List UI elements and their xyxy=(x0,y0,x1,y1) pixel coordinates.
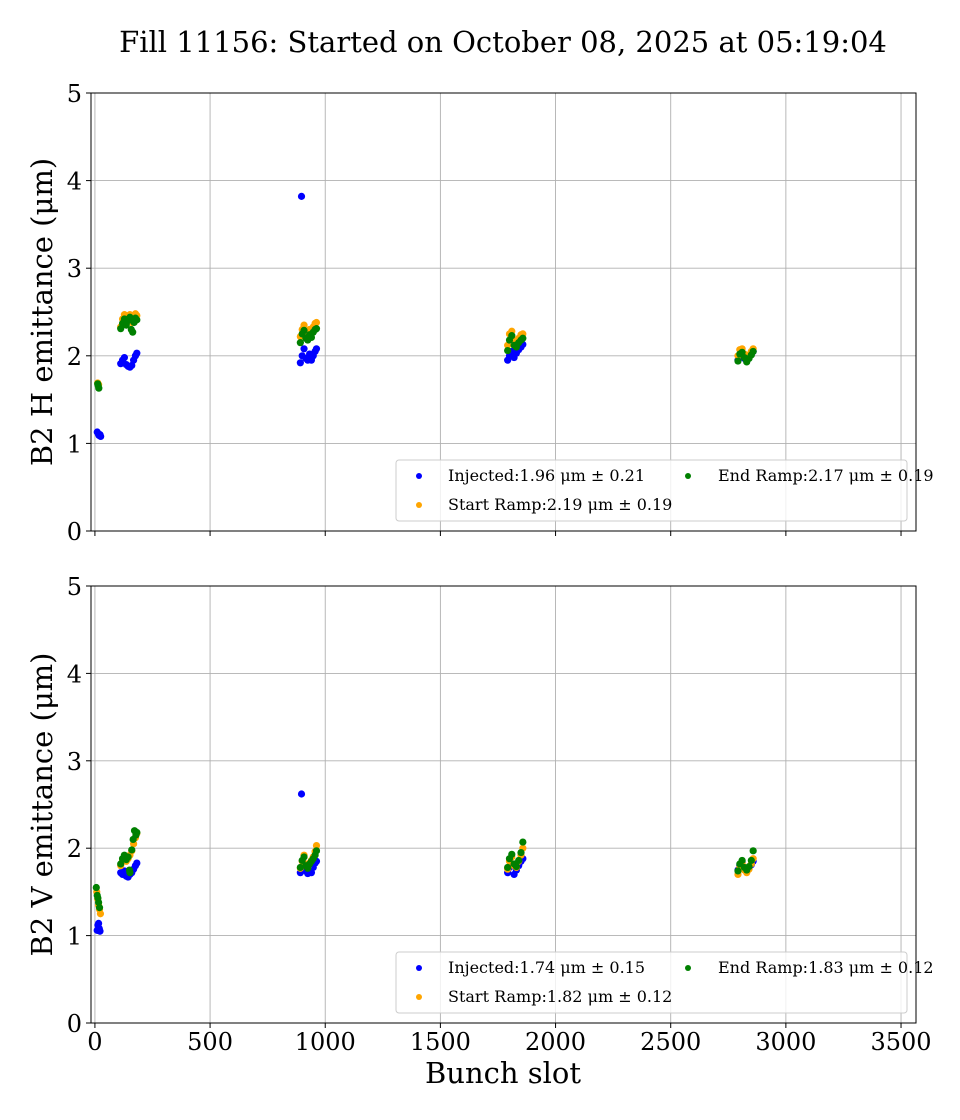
legend-box xyxy=(395,459,908,522)
end-ramp-point xyxy=(747,856,755,865)
end-ramp-point xyxy=(296,863,304,872)
end-ramp-point xyxy=(508,332,516,340)
end-ramp-point xyxy=(517,848,525,857)
y-tick-label: 2 xyxy=(67,343,82,371)
end-ramp-point xyxy=(504,863,512,872)
legend-label: Injected:1.96 μm ± 0.21 xyxy=(448,466,645,485)
x-tick-label: 500 xyxy=(187,1028,233,1056)
legend-label: Start Ramp:2.19 μm ± 0.19 xyxy=(448,495,672,514)
end-ramp-point xyxy=(749,847,757,855)
x-tick-label: 1000 xyxy=(295,1028,356,1056)
end-ramp-point xyxy=(312,325,321,333)
injected-point xyxy=(296,359,304,367)
end-ramp-point xyxy=(296,339,304,347)
end-ramp-point xyxy=(734,867,742,875)
injected-point xyxy=(297,192,306,200)
injected-point xyxy=(300,345,308,353)
end-ramp-point xyxy=(734,357,742,365)
end-ramp-point xyxy=(519,838,527,846)
end-ramp-point xyxy=(92,883,100,892)
injected-point xyxy=(120,353,128,362)
x-tick-label: 2000 xyxy=(525,1028,586,1056)
x-axis-label: Bunch slot xyxy=(425,1056,581,1090)
injected-point xyxy=(133,349,141,357)
v-emittance-plot: 0 500 1000 1500 2000 2500 3000 3500 0 1 2 3 4 5 B2 V e… xyxy=(25,573,934,1056)
end-ramp-point xyxy=(749,347,757,356)
end-ramp-point xyxy=(133,316,141,324)
end-ramp-point xyxy=(745,862,753,871)
x-tick-label: 1500 xyxy=(410,1028,471,1056)
legend-label: Injected:1.74 μm ± 0.15 xyxy=(448,958,645,977)
end-ramp-point xyxy=(126,869,134,877)
injected-point xyxy=(297,790,306,798)
end-ramp-point xyxy=(504,346,512,355)
x-tick-label: 2500 xyxy=(640,1028,701,1056)
injected-point xyxy=(133,859,141,867)
y-tick-label: 5 xyxy=(67,573,82,601)
start-ramp-point xyxy=(312,841,321,850)
legend-marker xyxy=(416,473,422,479)
legend-marker xyxy=(416,502,422,508)
plot-frame xyxy=(90,92,917,532)
start-ramp-point xyxy=(312,318,321,327)
legend-label: Start Ramp:1.82 μm ± 0.12 xyxy=(448,987,672,1006)
y-tick-label: 5 xyxy=(67,80,82,108)
y-tick-label: 1 xyxy=(67,430,82,458)
y-axis-label: B2 H emittance (μm) xyxy=(25,158,59,466)
y-tick-label: 3 xyxy=(67,748,82,776)
end-ramp-point xyxy=(95,384,103,392)
legend-box xyxy=(395,951,908,1014)
injected-point xyxy=(312,345,321,353)
end-ramp-point xyxy=(124,853,132,861)
end-ramp-point xyxy=(133,828,141,837)
legend: Injected:1.96 μm ± 0.21 Start Ramp:2.19 μ… xyxy=(395,459,934,522)
end-ramp-point xyxy=(519,334,527,342)
x-tick-label: 0 xyxy=(87,1028,102,1056)
end-ramp-point xyxy=(515,856,523,865)
legend-marker xyxy=(685,965,691,971)
y-tick-label: 0 xyxy=(67,518,82,546)
x-tick-label: 3000 xyxy=(755,1028,816,1056)
end-ramp-point xyxy=(300,326,308,334)
start-ramp-point xyxy=(300,321,308,329)
plot-frame xyxy=(90,585,917,1024)
y-tick-label: 1 xyxy=(67,923,82,951)
injected-point xyxy=(95,919,103,927)
y-tick-label: 3 xyxy=(67,255,82,283)
x-tick-label: 3500 xyxy=(870,1028,931,1056)
end-ramp-point xyxy=(738,856,746,865)
y-tick-label: 0 xyxy=(67,1010,82,1038)
chart-title: Fill 11156: Started on October 08, 2025 … xyxy=(119,25,887,59)
y-tick-label: 2 xyxy=(67,835,82,863)
y-tick-label: 4 xyxy=(67,660,82,688)
start-ramp-point xyxy=(96,910,105,918)
legend-label: End Ramp:1.83 μm ± 0.12 xyxy=(718,958,934,977)
end-ramp-point xyxy=(300,853,308,861)
legend: Injected:1.74 μm ± 0.15 Start Ramp:1.82 μ… xyxy=(395,951,934,1014)
h-emittance-plot: 0 1 2 3 4 5 B2 H emittance (μm) Injected:1.96 μ… xyxy=(25,80,934,546)
end-ramp-point xyxy=(129,328,137,336)
end-ramp-point xyxy=(312,847,321,855)
legend-marker xyxy=(416,994,422,1000)
end-ramp-point xyxy=(508,850,516,858)
y-axis-label: B2 V emittance (μm) xyxy=(25,653,59,957)
end-ramp-point xyxy=(128,846,136,854)
end-ramp-point xyxy=(512,862,520,871)
end-ramp-point xyxy=(126,313,134,321)
end-ramp-point xyxy=(95,904,104,912)
legend-marker xyxy=(685,473,691,479)
injected-point xyxy=(96,927,104,935)
y-tick-label: 4 xyxy=(67,168,82,196)
legend-label: End Ramp:2.17 μm ± 0.19 xyxy=(718,466,934,485)
injected-point xyxy=(97,432,105,440)
legend-marker xyxy=(416,965,422,971)
